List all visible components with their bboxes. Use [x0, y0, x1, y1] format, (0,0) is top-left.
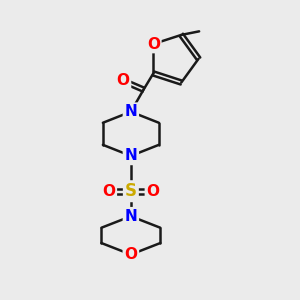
- Text: O: O: [146, 184, 159, 199]
- Text: N: N: [124, 148, 137, 164]
- Text: O: O: [147, 37, 160, 52]
- Text: N: N: [124, 209, 137, 224]
- Text: O: O: [102, 184, 115, 199]
- Text: S: S: [125, 182, 137, 200]
- Text: O: O: [124, 247, 137, 262]
- Text: O: O: [116, 73, 129, 88]
- Text: N: N: [124, 104, 137, 119]
